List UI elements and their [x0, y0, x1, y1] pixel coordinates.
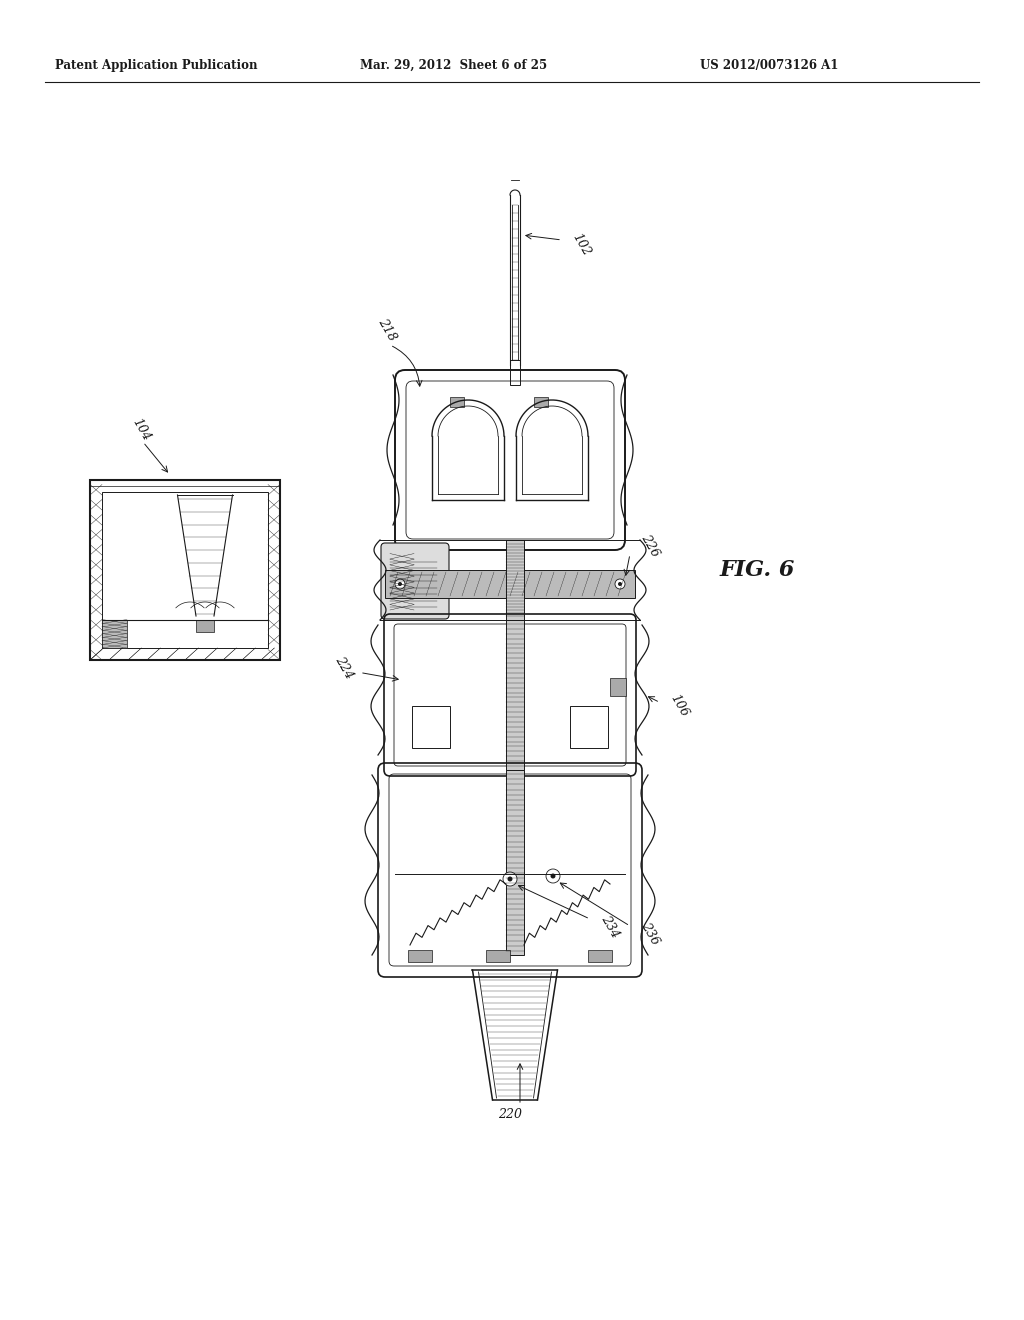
Text: 104: 104 [130, 416, 154, 444]
Bar [486, 950, 510, 962]
Circle shape [508, 876, 512, 882]
Bar [102, 492, 268, 648]
Text: 236: 236 [638, 920, 662, 948]
Text: US 2012/0073126 A1: US 2012/0073126 A1 [700, 58, 839, 71]
Text: 102: 102 [570, 231, 593, 259]
Bar [196, 620, 214, 632]
Bar [510, 360, 520, 385]
Text: 218: 218 [375, 317, 398, 343]
Bar [506, 540, 524, 620]
Bar [451, 397, 464, 407]
Bar [385, 570, 635, 598]
Text: 234: 234 [598, 913, 622, 941]
Bar [588, 950, 612, 962]
Bar [570, 706, 608, 748]
Bar [535, 397, 548, 407]
Bar [90, 480, 280, 660]
Bar [408, 950, 432, 962]
Circle shape [551, 874, 555, 879]
Bar [610, 677, 626, 696]
Text: Mar. 29, 2012  Sheet 6 of 25: Mar. 29, 2012 Sheet 6 of 25 [360, 58, 547, 71]
Text: 220: 220 [498, 1109, 522, 1122]
Circle shape [618, 582, 622, 586]
Text: 226: 226 [638, 532, 662, 560]
Text: 106: 106 [668, 692, 691, 719]
Circle shape [615, 579, 625, 589]
Circle shape [398, 582, 402, 586]
FancyBboxPatch shape [381, 543, 449, 619]
Bar [506, 620, 524, 770]
Text: FIG. 6: FIG. 6 [720, 558, 796, 581]
Text: 224: 224 [332, 655, 355, 681]
Bar [506, 770, 524, 954]
Circle shape [395, 579, 406, 589]
Circle shape [503, 873, 517, 886]
Bar [412, 706, 450, 748]
Circle shape [546, 869, 560, 883]
Bar [102, 620, 127, 648]
Text: Patent Application Publication: Patent Application Publication [55, 58, 257, 71]
